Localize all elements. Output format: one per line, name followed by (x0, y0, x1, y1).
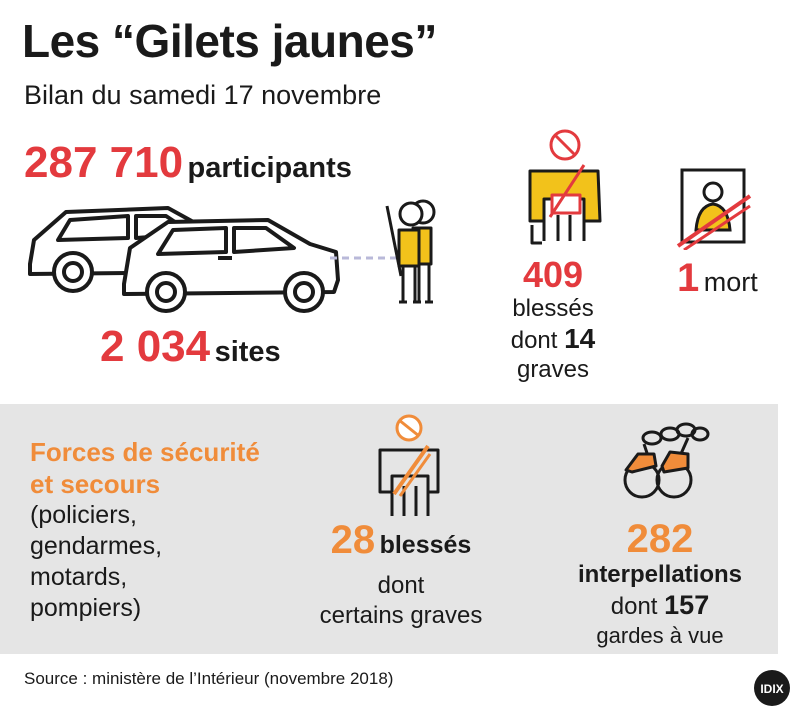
page-title: Les “Gilets jaunes” (22, 15, 437, 67)
death-value: 1 (677, 256, 700, 300)
sites-stat: 2 034 sites (100, 322, 281, 372)
connector-line (330, 254, 400, 262)
injured-line1: blessés (512, 295, 594, 322)
handcuffs-icon (618, 420, 714, 504)
portrait-death-icon (676, 166, 752, 250)
forces-detail-line: gendarmes, (30, 532, 163, 560)
arrests-line3: dont 157 (560, 590, 760, 622)
forces-injured-line3: certains graves (319, 602, 483, 629)
idix-logo: IDIX (752, 668, 792, 708)
security-forces-panel (0, 404, 778, 654)
injured-line3: graves (516, 356, 590, 383)
sites-value: 2 034 (100, 322, 211, 371)
logo-text: IDIX (760, 682, 783, 696)
arrests-dont-label: dont (610, 593, 658, 620)
death-stat: 1 mort (677, 256, 758, 301)
forces-detail-line: pompiers) (30, 594, 142, 622)
participants-label: participants (187, 152, 352, 184)
forces-heading-line2: et secours (30, 469, 161, 499)
forces-detail-line: motards, (30, 563, 128, 591)
arrests-stat: 282 interpellations dont 157 gardes à vu… (560, 518, 760, 650)
protesters-icon (385, 198, 445, 310)
forces-injured-label: blessés (379, 531, 472, 559)
sites-label: sites (214, 336, 281, 368)
injured-dont-label: dont (510, 327, 558, 354)
forces-heading: Forces de sécurité et secours (policiers… (30, 436, 260, 624)
forces-detail-line: (policiers, (30, 501, 137, 529)
death-label: mort (703, 267, 758, 297)
arrests-line4: gardes à vue (596, 623, 724, 648)
forces-injured-line2: dont (377, 572, 425, 599)
injured-officer-icon (372, 412, 448, 522)
forces-injured-line1: 28 blessés (296, 518, 506, 571)
arrests-label: interpellations (577, 561, 743, 588)
forces-injured-stat: 28 blessés dont certains graves (296, 518, 506, 631)
injured-value: 409 (522, 254, 584, 295)
forces-injured-value: 28 (330, 518, 376, 562)
injured-stat: 409 blessés dont 14 graves (498, 256, 608, 384)
injured-serious-value: 14 (564, 323, 596, 354)
participants-value: 287 710 (24, 138, 184, 187)
injured-person-icon (522, 125, 612, 253)
forces-heading-line1: Forces de sécurité (30, 437, 260, 467)
participants-stat: 287 710 participants (24, 138, 352, 188)
page-subtitle: Bilan du samedi 17 novembre (24, 80, 382, 110)
arrests-custody-value: 157 (664, 590, 710, 620)
arrests-value: 282 (626, 517, 694, 561)
injured-line2: dont 14 (498, 324, 608, 356)
source-note: Source : ministère de l’Intérieur (novem… (24, 669, 394, 688)
car-icon (18, 200, 348, 315)
